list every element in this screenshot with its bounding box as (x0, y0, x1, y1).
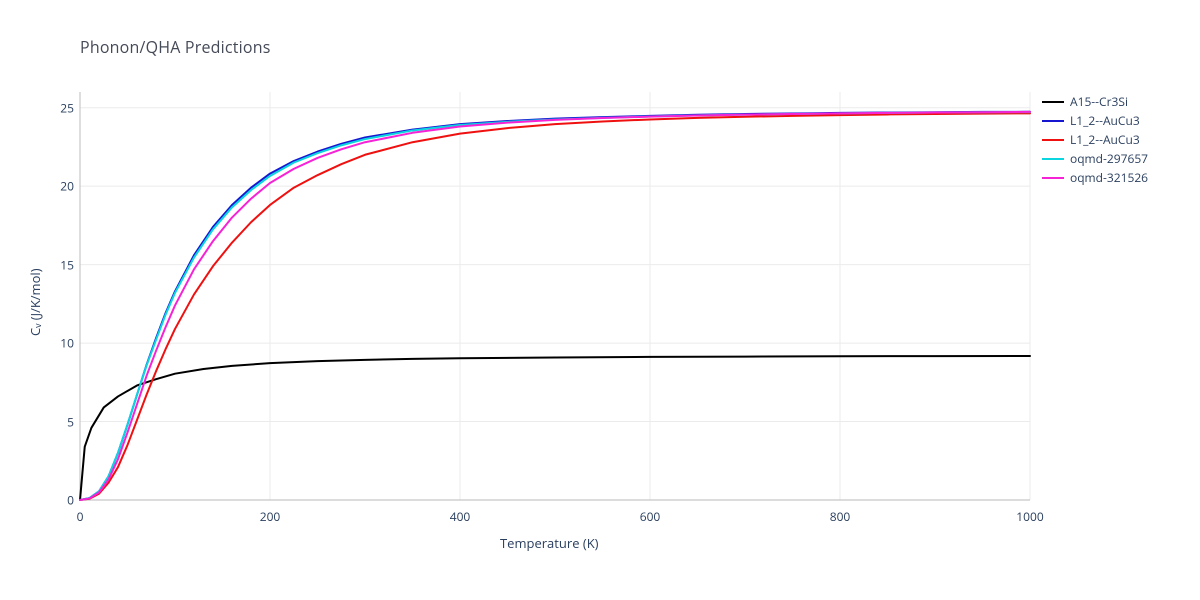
legend-swatch (1042, 177, 1064, 179)
x-tick: 400 (450, 508, 471, 525)
y-tick: 25 (52, 99, 74, 116)
series-lines (80, 112, 1030, 500)
legend-item[interactable]: L1_2--AuCu3 (1042, 130, 1148, 149)
series-line[interactable] (80, 112, 1030, 500)
legend: A15--Cr3Si L1_2--AuCu3 L1_2--AuCu3 oqmd-297… (1042, 92, 1148, 187)
y-tick: 20 (52, 178, 74, 195)
x-tick: 600 (640, 508, 661, 525)
legend-label: L1_2--AuCu3 (1070, 131, 1140, 148)
x-tick: 800 (830, 508, 851, 525)
legend-label: oqmd-297657 (1070, 150, 1148, 167)
x-tick: 0 (77, 508, 84, 525)
y-tick: 15 (52, 256, 74, 273)
gridlines (80, 92, 1030, 500)
legend-label: oqmd-321526 (1070, 169, 1148, 186)
chart-container: { "title": "Phonon/QHA Predictions", "ti… (0, 0, 1200, 600)
legend-item[interactable]: L1_2--AuCu3 (1042, 111, 1148, 130)
series-line[interactable] (80, 356, 1030, 500)
legend-item[interactable]: A15--Cr3Si (1042, 92, 1148, 111)
legend-label: A15--Cr3Si (1070, 93, 1128, 110)
legend-swatch (1042, 101, 1064, 103)
y-tick: 5 (52, 413, 74, 430)
legend-swatch (1042, 158, 1064, 160)
legend-item[interactable]: oqmd-321526 (1042, 168, 1148, 187)
legend-swatch (1042, 139, 1064, 141)
x-tick: 1000 (1016, 508, 1043, 525)
series-line[interactable] (80, 112, 1030, 500)
y-tick: 10 (52, 335, 74, 352)
legend-label: L1_2--AuCu3 (1070, 112, 1140, 129)
y-tick: 0 (52, 492, 74, 509)
x-tick: 200 (260, 508, 281, 525)
zero-lines (80, 92, 1030, 500)
series-line[interactable] (80, 112, 1030, 500)
legend-swatch (1042, 120, 1064, 122)
legend-item[interactable]: oqmd-297657 (1042, 149, 1148, 168)
series-line[interactable] (80, 113, 1030, 500)
